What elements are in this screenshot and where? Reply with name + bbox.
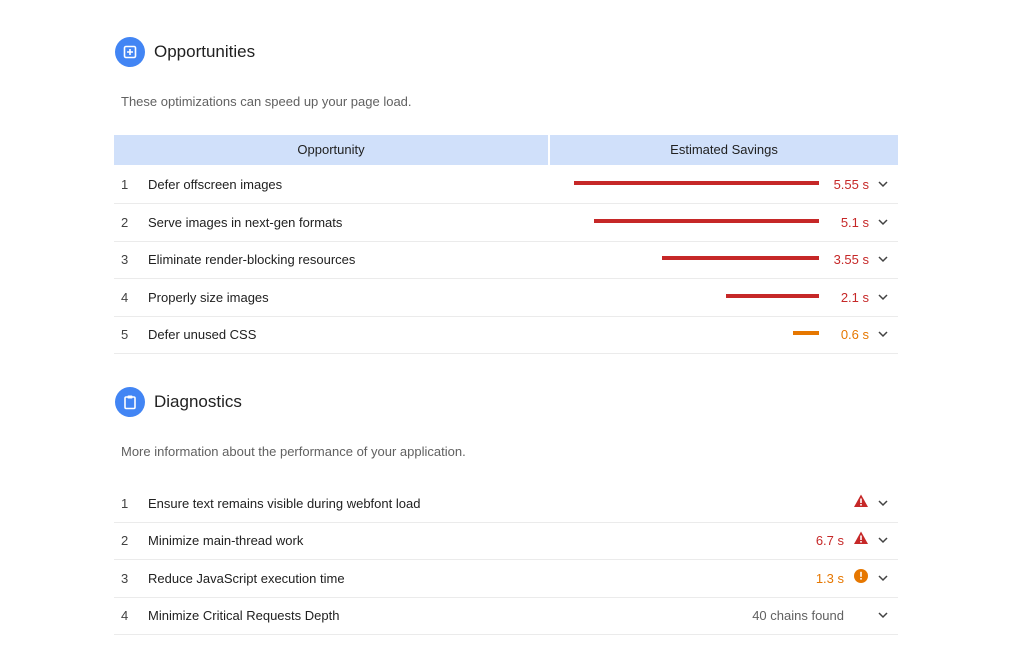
warning-triangle-icon bbox=[854, 531, 868, 544]
chevron-down-icon[interactable] bbox=[877, 573, 889, 583]
diagnostic-value: 1.3 s bbox=[815, 571, 844, 586]
diagnostics-header: Diagnostics bbox=[115, 387, 242, 417]
opportunity-title: Properly size images bbox=[148, 290, 269, 305]
chevron-down-icon[interactable] bbox=[877, 329, 889, 339]
chevron-down-icon[interactable] bbox=[877, 610, 889, 620]
column-header-estimated-savings: Estimated Savings bbox=[550, 135, 898, 165]
savings-value: 5.55 s bbox=[833, 177, 869, 192]
opportunities-icon bbox=[115, 37, 145, 67]
row-number: 2 bbox=[121, 215, 129, 230]
info-circle-icon bbox=[854, 569, 868, 583]
warning-triangle-icon bbox=[854, 494, 868, 507]
column-header-opportunity: Opportunity bbox=[114, 135, 548, 165]
savings-bar bbox=[726, 294, 819, 298]
opportunity-title: Eliminate render-blocking resources bbox=[148, 252, 356, 267]
opportunity-row-1[interactable]: 1 Defer offscreen images 5.55 s bbox=[114, 166, 898, 204]
savings-bar bbox=[574, 181, 819, 185]
savings-bar bbox=[594, 219, 819, 223]
opportunity-row-3[interactable]: 3 Eliminate render-blocking resources 3.… bbox=[114, 241, 898, 279]
chevron-down-icon[interactable] bbox=[877, 179, 889, 189]
opportunity-row-5[interactable]: 5 Defer unused CSS 0.6 s bbox=[114, 316, 898, 354]
opportunity-title: Serve images in next-gen formats bbox=[148, 215, 343, 230]
chevron-down-icon[interactable] bbox=[877, 535, 889, 545]
diagnostic-row-3[interactable]: 3 Reduce JavaScript execution time 1.3 s bbox=[114, 560, 898, 598]
diagnostic-row-4[interactable]: 4 Minimize Critical Requests Depth 40 ch… bbox=[114, 597, 898, 635]
opportunity-row-2[interactable]: 2 Serve images in next-gen formats 5.1 s bbox=[114, 204, 898, 242]
row-number: 2 bbox=[121, 533, 129, 548]
chevron-down-icon[interactable] bbox=[877, 292, 889, 302]
opportunity-title: Defer unused CSS bbox=[148, 327, 257, 342]
savings-value: 2.1 s bbox=[840, 290, 869, 305]
chevron-down-icon[interactable] bbox=[877, 498, 889, 508]
diagnostic-title: Minimize main-thread work bbox=[148, 533, 304, 548]
diagnostic-title: Ensure text remains visible during webfo… bbox=[148, 496, 421, 511]
row-number: 4 bbox=[121, 290, 129, 305]
opportunity-title: Defer offscreen images bbox=[148, 177, 283, 192]
savings-bar bbox=[662, 256, 819, 260]
diagnostic-title: Reduce JavaScript execution time bbox=[148, 571, 345, 586]
opportunities-title: Opportunities bbox=[154, 42, 256, 61]
opportunities-table-header: Opportunity Estimated Savings bbox=[114, 135, 898, 165]
savings-value: 0.6 s bbox=[840, 327, 869, 342]
diagnostics-description: More information about the performance o… bbox=[121, 444, 466, 459]
diagnostic-row-2[interactable]: 2 Minimize main-thread work 6.7 s bbox=[114, 522, 898, 560]
row-number: 3 bbox=[121, 571, 129, 586]
diagnostic-row-1[interactable]: 1 Ensure text remains visible during web… bbox=[114, 485, 898, 523]
savings-bar bbox=[793, 331, 819, 335]
chevron-down-icon[interactable] bbox=[877, 217, 889, 227]
savings-value: 3.55 s bbox=[833, 252, 869, 267]
opportunities-description: These optimizations can speed up your pa… bbox=[121, 94, 412, 109]
row-number: 1 bbox=[121, 496, 129, 511]
chevron-down-icon[interactable] bbox=[877, 254, 889, 264]
diagnostic-title: Minimize Critical Requests Depth bbox=[148, 608, 340, 623]
diagnostic-value: 40 chains found bbox=[752, 608, 844, 623]
row-number: 3 bbox=[121, 252, 129, 267]
opportunity-row-4[interactable]: 4 Properly size images 2.1 s bbox=[114, 279, 898, 317]
clipboard-icon bbox=[115, 387, 145, 417]
row-number: 5 bbox=[121, 327, 129, 342]
row-number: 4 bbox=[121, 608, 129, 623]
diagnostics-title: Diagnostics bbox=[154, 392, 242, 411]
opportunities-header: Opportunities bbox=[115, 37, 255, 67]
savings-value: 5.1 s bbox=[840, 215, 869, 230]
row-number: 1 bbox=[121, 177, 129, 192]
diagnostic-value: 6.7 s bbox=[815, 533, 844, 548]
